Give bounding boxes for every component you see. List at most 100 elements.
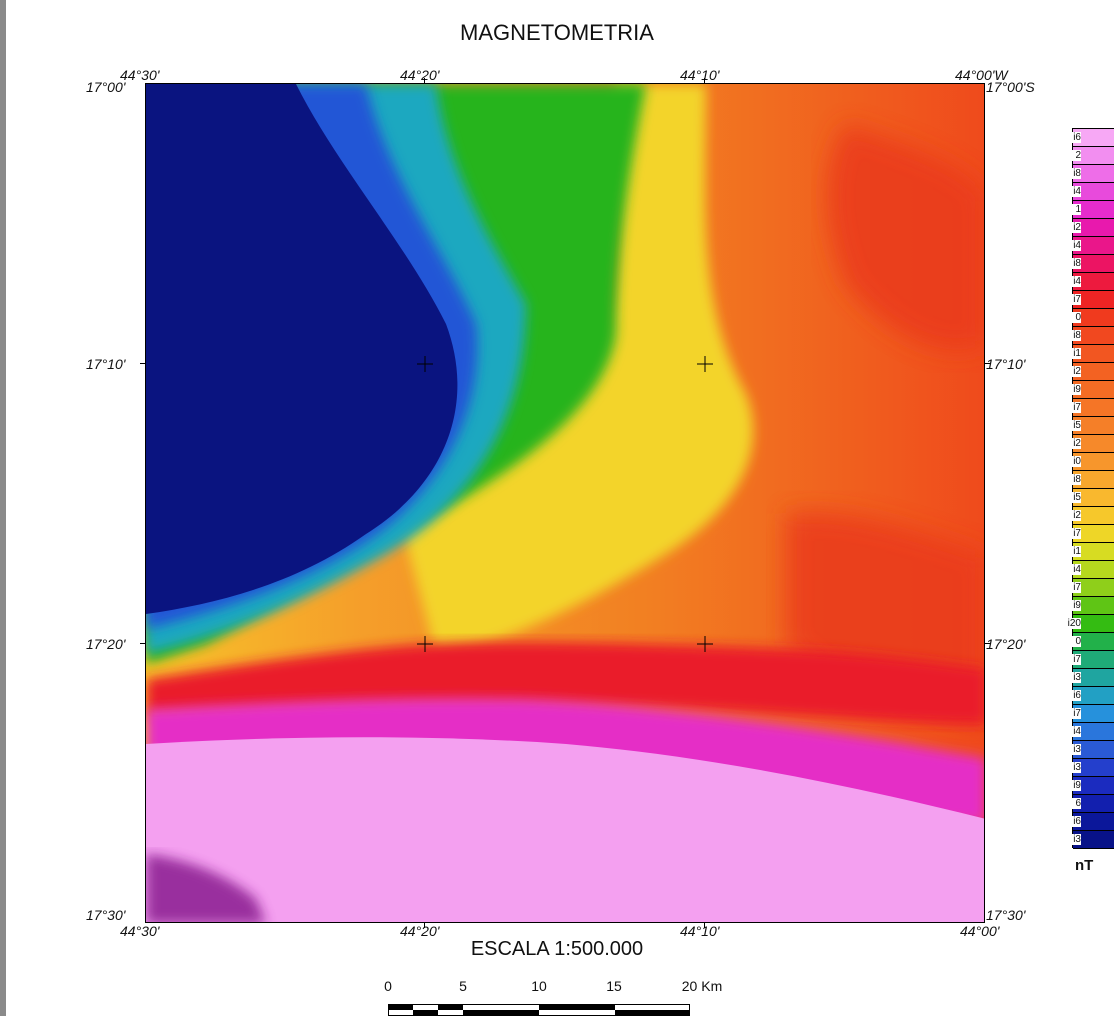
left-label-1: 17°00' (86, 79, 126, 95)
dark-purple-sw (146, 854, 266, 922)
legend-swatch (1073, 579, 1114, 597)
bottom-label-2: 44°20' (400, 923, 440, 939)
legend-value: i9 (1059, 600, 1081, 611)
top-tick-3 (704, 78, 705, 83)
legend-swatch (1073, 723, 1114, 741)
legend-value: i7 (1059, 654, 1081, 665)
legend-value: i9 (1059, 780, 1081, 791)
scale-title: ESCALA 1:500.000 (470, 938, 644, 960)
legend-swatch (1073, 651, 1114, 669)
legend-value: i0 (1059, 456, 1081, 467)
deep-blue-core (146, 84, 458, 614)
top-label-2: 44°20' (400, 67, 440, 83)
scale-bar (388, 1004, 690, 1016)
legend-swatch (1073, 453, 1114, 471)
legend-swatch (1073, 741, 1114, 759)
scale-tick-15: 15 (606, 978, 622, 994)
legend-value: i5 (1059, 420, 1081, 431)
legend-value: 2 (1059, 150, 1081, 161)
legend-swatch (1073, 543, 1114, 561)
legend-value: i6 (1059, 690, 1081, 701)
legend-swatch (1073, 165, 1114, 183)
color-legend: i6 2 i8 i4 1 i2 i4 i8 i4 i7 0 i8 i1 i2 i9 i7 i5 i2 i0 i8 i5 i… (1059, 128, 1114, 849)
legend-value: 6 (1059, 798, 1081, 809)
legend-swatch (1073, 669, 1114, 687)
legend-value: i4 (1059, 276, 1081, 287)
top-label-3: 44°10' (680, 67, 720, 83)
scale-tick-10: 10 (531, 978, 547, 994)
legend-value: i4 (1059, 564, 1081, 575)
legend-swatch (1073, 489, 1114, 507)
legend-swatch (1073, 183, 1114, 201)
legend-value: 0 (1059, 312, 1081, 323)
legend-value: i7 (1059, 294, 1081, 305)
legend-value: i20 (1059, 618, 1081, 629)
legend-swatch (1073, 129, 1114, 147)
legend-swatch (1073, 687, 1114, 705)
right-label-2: 17°10' (986, 356, 1026, 372)
legend-unit: nT (1075, 857, 1094, 874)
legend-value: i5 (1059, 492, 1081, 503)
legend-swatch (1073, 777, 1114, 795)
legend-value: i2 (1059, 438, 1081, 449)
legend-swatch (1073, 813, 1114, 831)
legend-swatch (1073, 525, 1114, 543)
legend-swatch (1073, 597, 1114, 615)
legend-swatch (1073, 327, 1114, 345)
legend-value: i3 (1059, 744, 1081, 755)
legend-value: i3 (1059, 834, 1081, 845)
legend-swatch (1073, 219, 1114, 237)
legend-value: i8 (1059, 168, 1081, 179)
legend-value: i2 (1059, 366, 1081, 377)
legend-swatch (1073, 705, 1114, 723)
legend-swatch (1073, 795, 1114, 813)
right-label-4: 17°30' (986, 907, 1026, 923)
legend-swatch (1073, 561, 1114, 579)
map-title: MAGNETOMETRIA (460, 20, 654, 45)
legend-swatch (1073, 255, 1114, 273)
grid-crosses (417, 356, 713, 652)
legend-swatch (1073, 417, 1114, 435)
left-label-2: 17°10' (86, 356, 126, 372)
legend-swatch (1073, 273, 1114, 291)
left-window-frame (0, 0, 6, 1016)
legend-swatch (1073, 615, 1114, 633)
legend-value: i6 (1059, 816, 1081, 827)
legend-swatch (1073, 633, 1114, 651)
magnetometry-map (145, 83, 985, 923)
red-patch-ne (827, 124, 984, 351)
legend-swatch (1073, 381, 1114, 399)
legend-swatch (1073, 363, 1114, 381)
legend-value: i1 (1059, 348, 1081, 359)
yellow-band (396, 84, 754, 654)
left-tick-2 (140, 363, 145, 364)
legend-swatch (1073, 471, 1114, 489)
legend-value: i8 (1059, 258, 1081, 269)
legend-value: i4 (1059, 726, 1081, 737)
legend-swatch (1073, 309, 1114, 327)
right-tick-3 (985, 643, 990, 644)
legend-swatch (1073, 201, 1114, 219)
legend-value: i9 (1059, 384, 1081, 395)
legend-swatch (1073, 507, 1114, 525)
legend-value: i7 (1059, 528, 1081, 539)
legend-swatch (1073, 291, 1114, 309)
legend-value: i6 (1059, 132, 1081, 143)
legend-value: i4 (1059, 240, 1081, 251)
legend-value: i3 (1059, 672, 1081, 683)
bottom-label-3: 44°10' (680, 923, 720, 939)
legend-value: i1 (1059, 546, 1081, 557)
bottom-label-1: 44°30' (120, 923, 160, 939)
scale-tick-20: 20 Km (681, 978, 723, 994)
legend-value: i8 (1059, 474, 1081, 485)
right-label-1: 17°00'S (986, 79, 1035, 95)
bottom-tick-2 (424, 923, 425, 928)
right-tick-2 (985, 363, 990, 364)
scale-tick-0: 0 (384, 978, 392, 994)
light-pink-south (146, 737, 984, 922)
legend-swatch (1073, 435, 1114, 453)
top-label-4: 44°00'W (955, 67, 1008, 83)
left-label-3: 17°20' (86, 636, 126, 652)
legend-swatch (1073, 831, 1114, 849)
legend-value: 1 (1059, 204, 1081, 215)
